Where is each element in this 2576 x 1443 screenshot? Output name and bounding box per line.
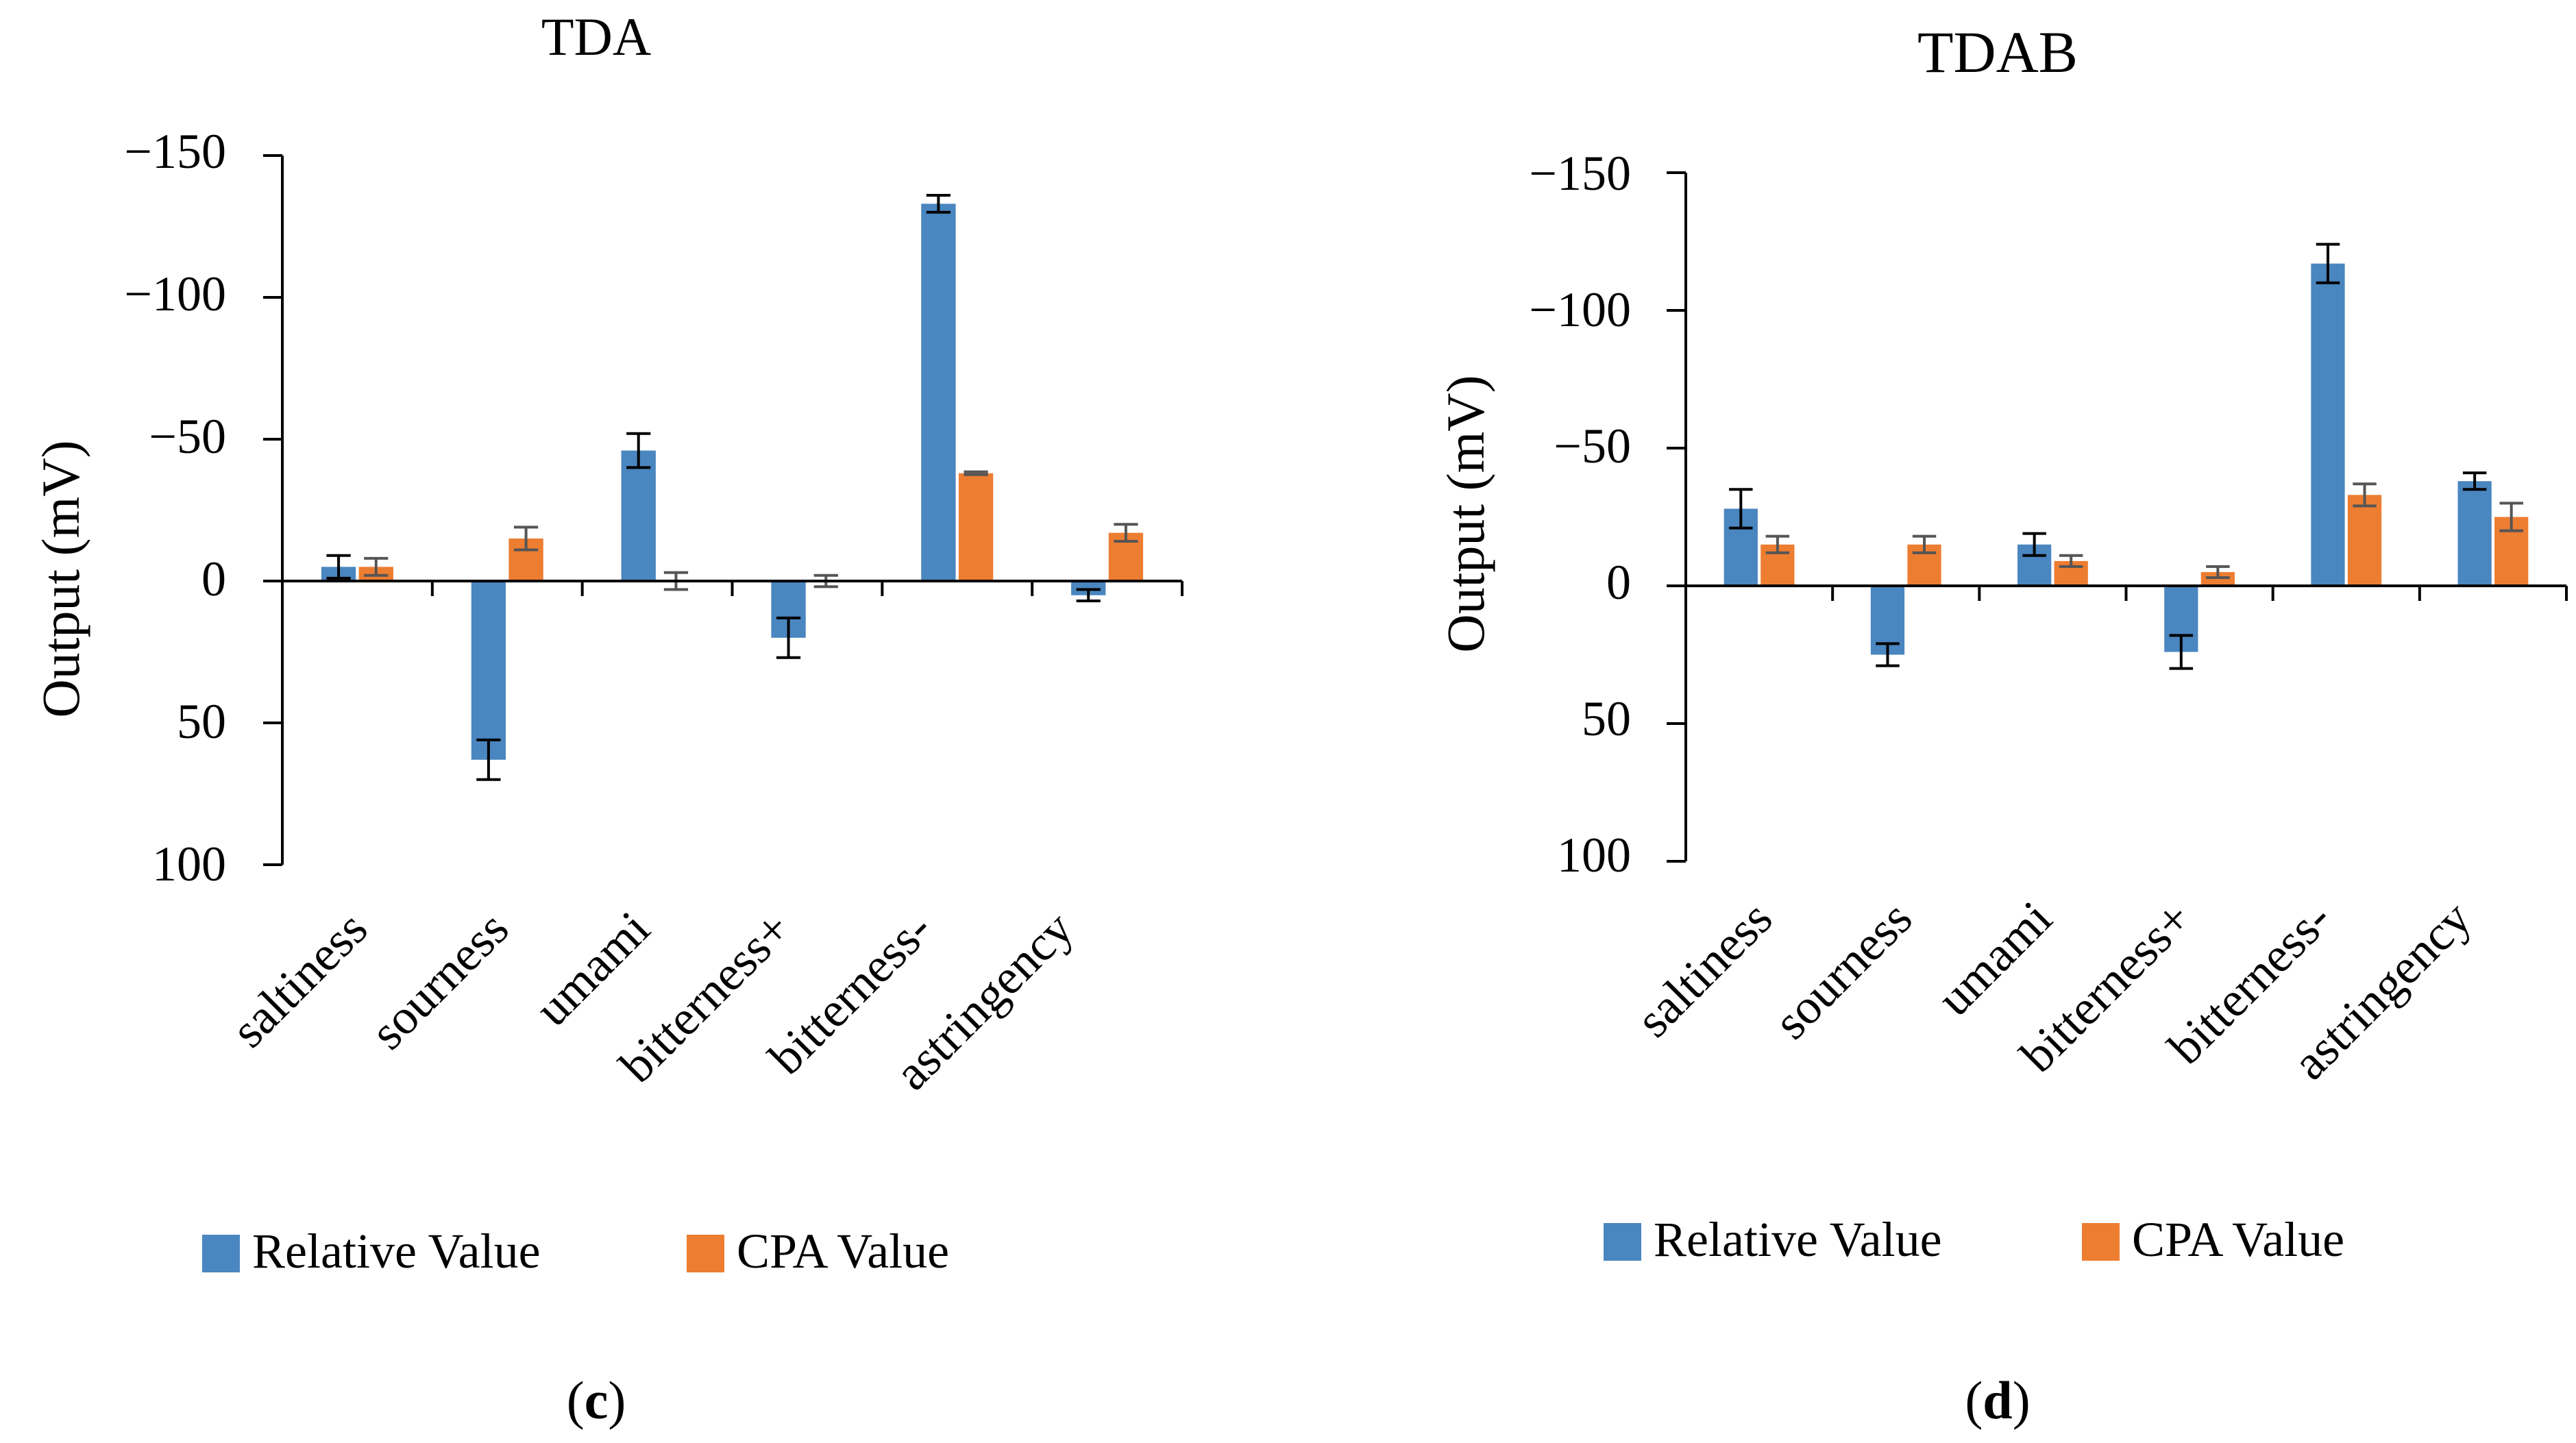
error-bar bbox=[2499, 502, 2523, 532]
chart-title: TDA bbox=[541, 7, 651, 66]
category-label: saltiness bbox=[1626, 891, 1782, 1048]
category-label: umami bbox=[1926, 891, 2062, 1026]
bar-relative-sourness bbox=[471, 581, 506, 760]
y-tick-label: −150 bbox=[124, 124, 226, 179]
error-bar bbox=[926, 193, 951, 214]
y-tick-label: −100 bbox=[124, 267, 226, 321]
y-tick-label: −50 bbox=[149, 409, 226, 464]
panel-label: (d) bbox=[1965, 1370, 2030, 1430]
y-axis-label: Output (mV) bbox=[1436, 375, 1495, 652]
legend: Relative Value CPA Value bbox=[1604, 1212, 2344, 1267]
y-tick-label: 100 bbox=[152, 837, 226, 891]
legend-swatch-relative bbox=[1604, 1223, 1641, 1261]
bar-cpa-bitterness- bbox=[958, 473, 994, 581]
error-bar bbox=[2206, 565, 2230, 579]
legend-swatch-relative bbox=[202, 1235, 240, 1272]
error-bar bbox=[626, 432, 651, 469]
y-tick-label: −150 bbox=[1529, 146, 1631, 201]
y-tick-labels: −150 −100 −50 0 50 100 bbox=[1529, 146, 1631, 883]
bar-relative-astringency bbox=[1071, 581, 1106, 595]
category-label: sourness bbox=[360, 901, 519, 1060]
category-label: umami bbox=[524, 901, 660, 1037]
error-bar bbox=[364, 556, 389, 577]
bar-cpa-bitterness+ bbox=[2200, 571, 2235, 586]
y-tick-label: 100 bbox=[1557, 828, 1631, 883]
category-label: sourness bbox=[1763, 891, 1922, 1050]
error-bar bbox=[2462, 471, 2487, 491]
legend-label: Relative Value bbox=[252, 1224, 541, 1279]
error-bar bbox=[2059, 554, 2083, 568]
legend-label: CPA Value bbox=[2132, 1212, 2344, 1267]
error-bar bbox=[513, 526, 539, 552]
chart-tdab: TDAB Output (mV) −150 −100 −50 0 50 100 … bbox=[1436, 19, 2568, 1430]
error-bar bbox=[1729, 488, 1753, 530]
error-bar bbox=[1076, 588, 1101, 602]
error-bar bbox=[2169, 634, 2194, 670]
category-labels: saltiness sourness umami bitterness+ bit… bbox=[1626, 891, 2481, 1090]
legend-label: CPA Value bbox=[737, 1224, 949, 1279]
legend-swatch-cpa bbox=[2082, 1223, 2120, 1261]
panel-label: (c) bbox=[567, 1370, 626, 1430]
error-bar bbox=[2316, 243, 2340, 284]
y-axis-label: Output (mV) bbox=[31, 440, 90, 717]
bar-relative-bitterness- bbox=[921, 204, 956, 581]
error-bar bbox=[326, 554, 351, 580]
error-bar bbox=[2022, 532, 2046, 557]
legend-label: Relative Value bbox=[1654, 1212, 1942, 1267]
bar-cpa-bitterness- bbox=[2347, 495, 2382, 586]
y-tick-label: 0 bbox=[201, 552, 226, 606]
bar-relative-umami bbox=[621, 450, 656, 581]
error-bar bbox=[476, 738, 501, 781]
category-labels: saltiness sourness umami bitterness+ bit… bbox=[221, 901, 1083, 1100]
error-bar bbox=[964, 470, 988, 476]
y-tick-label: 50 bbox=[177, 694, 226, 749]
category-label: saltiness bbox=[221, 901, 378, 1058]
error-bar bbox=[1114, 523, 1138, 543]
chart-title: TDAB bbox=[1917, 19, 2078, 85]
chart-tda: TDA Output (mV) −150 −100 −50 0 50 100 s… bbox=[31, 7, 1183, 1430]
error-bar bbox=[1912, 534, 1937, 554]
error-bar bbox=[2353, 482, 2377, 508]
legend: Relative Value CPA Value bbox=[202, 1224, 949, 1279]
legend-swatch-cpa bbox=[687, 1235, 724, 1272]
y-tick-label: −100 bbox=[1529, 282, 1631, 337]
error-bar bbox=[1876, 642, 1900, 667]
y-tick-label: 50 bbox=[1582, 691, 1631, 746]
y-tick-label: 0 bbox=[1606, 555, 1631, 610]
error-bar bbox=[776, 616, 801, 659]
bar-relative-bitterness- bbox=[2311, 263, 2345, 586]
error-bar bbox=[1765, 534, 1790, 554]
y-tick-label: −50 bbox=[1554, 419, 1631, 473]
bar-relative-astringency bbox=[2457, 481, 2492, 586]
y-tick-labels: −150 −100 −50 0 50 100 bbox=[124, 124, 226, 891]
